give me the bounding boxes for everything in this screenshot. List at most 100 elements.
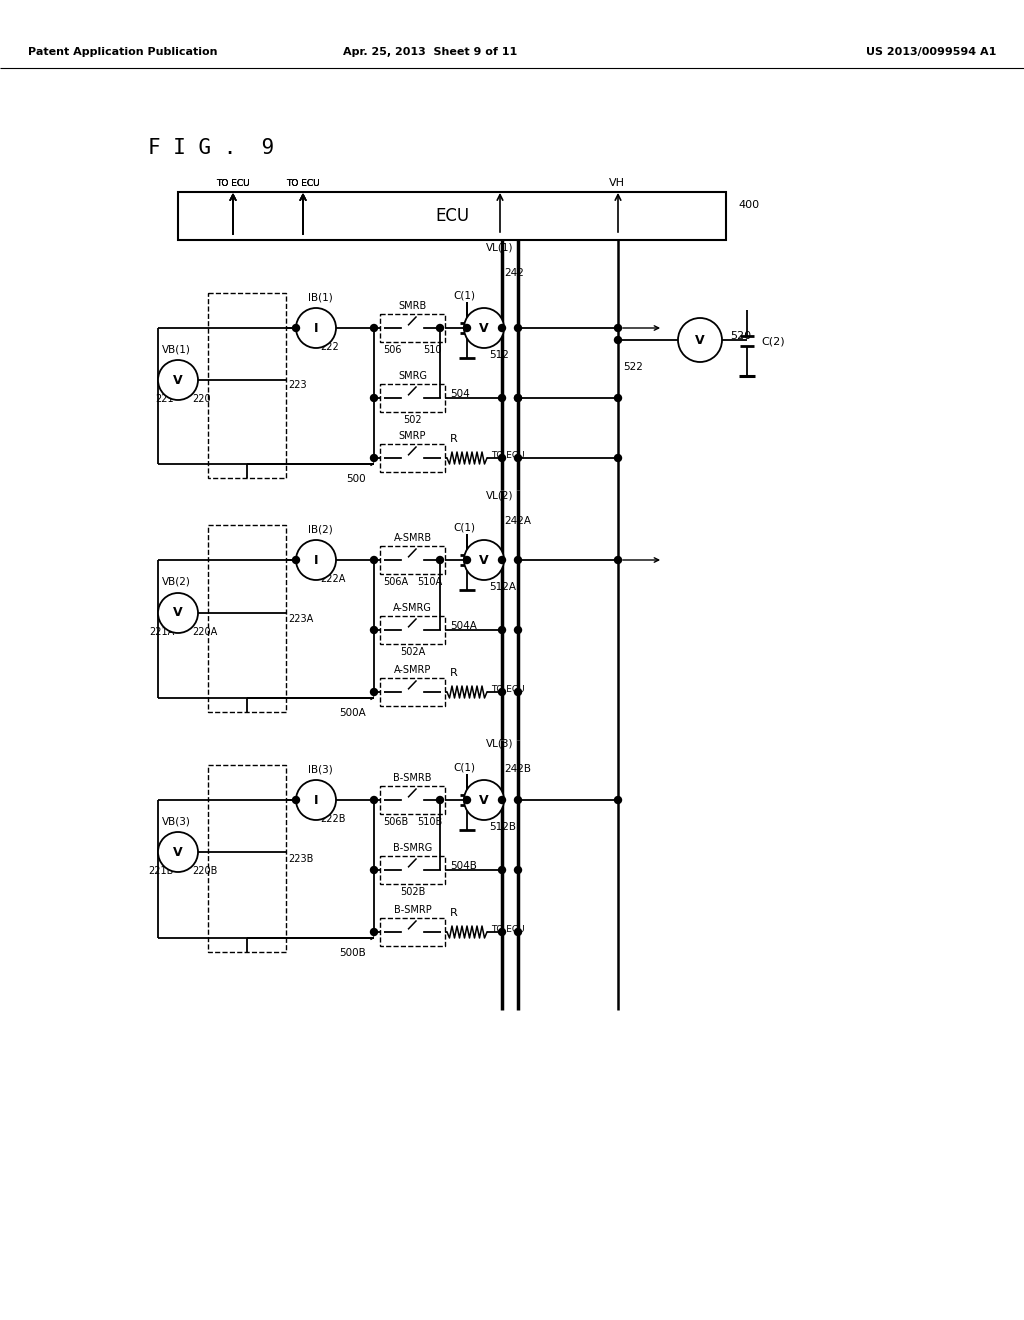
Circle shape: [158, 360, 198, 400]
Circle shape: [514, 325, 521, 331]
Bar: [380, 855, 445, 884]
Text: 510: 510: [424, 345, 442, 355]
Text: 506B: 506B: [383, 817, 409, 828]
Circle shape: [514, 866, 521, 874]
Text: 500: 500: [346, 474, 366, 484]
Text: 242: 242: [504, 268, 524, 279]
Text: SMRP: SMRP: [398, 432, 426, 441]
Text: TO ECU: TO ECU: [286, 180, 319, 187]
Bar: [380, 785, 445, 814]
Circle shape: [293, 325, 299, 331]
Circle shape: [402, 325, 409, 331]
Text: 502: 502: [403, 414, 422, 425]
Circle shape: [417, 325, 423, 331]
Text: 512A: 512A: [489, 582, 516, 591]
Text: 221A: 221A: [148, 627, 174, 638]
Circle shape: [499, 866, 506, 874]
Text: V: V: [479, 793, 488, 807]
Circle shape: [614, 337, 622, 343]
Text: 222B: 222B: [319, 814, 345, 824]
Circle shape: [436, 325, 443, 331]
Circle shape: [417, 689, 423, 696]
Text: A-SMRP: A-SMRP: [394, 665, 431, 675]
Text: I: I: [313, 793, 318, 807]
Circle shape: [293, 557, 299, 564]
Circle shape: [402, 455, 409, 461]
Circle shape: [402, 627, 409, 634]
Circle shape: [371, 395, 378, 401]
Circle shape: [514, 395, 521, 401]
Circle shape: [514, 627, 521, 634]
Text: IB(2): IB(2): [307, 524, 333, 535]
Text: R: R: [450, 434, 458, 444]
Text: VL(3): VL(3): [486, 738, 514, 748]
Text: B-SMRG: B-SMRG: [393, 843, 432, 853]
Text: Patent Application Publication: Patent Application Publication: [28, 48, 217, 57]
Text: C(2): C(2): [761, 337, 784, 346]
Text: C(1): C(1): [453, 521, 475, 532]
Circle shape: [417, 395, 423, 401]
Text: ECU: ECU: [435, 207, 469, 224]
Circle shape: [371, 866, 378, 874]
Circle shape: [464, 796, 470, 804]
Circle shape: [402, 395, 409, 401]
Circle shape: [499, 928, 506, 936]
Circle shape: [514, 557, 521, 564]
Text: SMRB: SMRB: [398, 301, 427, 312]
Circle shape: [417, 557, 423, 564]
Text: B-SMRB: B-SMRB: [393, 774, 432, 783]
Bar: [380, 678, 445, 706]
Text: SMRG: SMRG: [398, 371, 427, 381]
Circle shape: [614, 325, 622, 331]
Circle shape: [402, 557, 409, 564]
Text: TO ECU: TO ECU: [490, 925, 524, 935]
Text: VL(2): VL(2): [486, 490, 514, 500]
Text: TO ECU: TO ECU: [216, 180, 250, 187]
Text: 500B: 500B: [339, 948, 366, 958]
Text: V: V: [479, 553, 488, 566]
Text: VL(1): VL(1): [486, 242, 514, 252]
Circle shape: [371, 928, 378, 936]
Circle shape: [158, 593, 198, 634]
Circle shape: [514, 928, 521, 936]
Text: TO ECU: TO ECU: [286, 180, 319, 187]
Circle shape: [417, 867, 423, 873]
Text: 223A: 223A: [288, 614, 313, 623]
Circle shape: [614, 796, 622, 804]
Bar: [208, 766, 286, 952]
Text: Apr. 25, 2013  Sheet 9 of 11: Apr. 25, 2013 Sheet 9 of 11: [343, 48, 517, 57]
Text: V: V: [173, 374, 183, 387]
Circle shape: [296, 308, 336, 348]
Text: V: V: [479, 322, 488, 334]
Text: TO ECU: TO ECU: [216, 180, 250, 187]
Bar: [380, 616, 445, 644]
Circle shape: [499, 557, 506, 564]
Circle shape: [499, 689, 506, 696]
Circle shape: [464, 557, 470, 564]
Text: VB(2): VB(2): [162, 577, 190, 587]
Circle shape: [417, 627, 423, 634]
Circle shape: [514, 395, 521, 401]
Text: F I G .  9: F I G . 9: [148, 139, 274, 158]
Text: R: R: [450, 668, 458, 678]
Text: 506A: 506A: [383, 577, 409, 587]
Text: VH: VH: [609, 178, 625, 187]
Bar: [178, 191, 726, 240]
Text: VB(3): VB(3): [162, 816, 190, 826]
Bar: [380, 917, 445, 946]
Text: 502A: 502A: [400, 647, 425, 657]
Text: 512: 512: [489, 350, 509, 360]
Text: 222: 222: [319, 342, 339, 352]
Text: US 2013/0099594 A1: US 2013/0099594 A1: [865, 48, 996, 57]
Text: 520: 520: [730, 331, 752, 341]
Text: 242B: 242B: [504, 764, 531, 774]
Text: 504: 504: [450, 389, 470, 399]
Circle shape: [678, 318, 722, 362]
Circle shape: [464, 308, 504, 348]
Text: 220: 220: [193, 393, 211, 404]
Circle shape: [417, 929, 423, 935]
Circle shape: [158, 832, 198, 873]
Circle shape: [514, 454, 521, 462]
Text: 504B: 504B: [450, 861, 477, 871]
Circle shape: [402, 929, 409, 935]
